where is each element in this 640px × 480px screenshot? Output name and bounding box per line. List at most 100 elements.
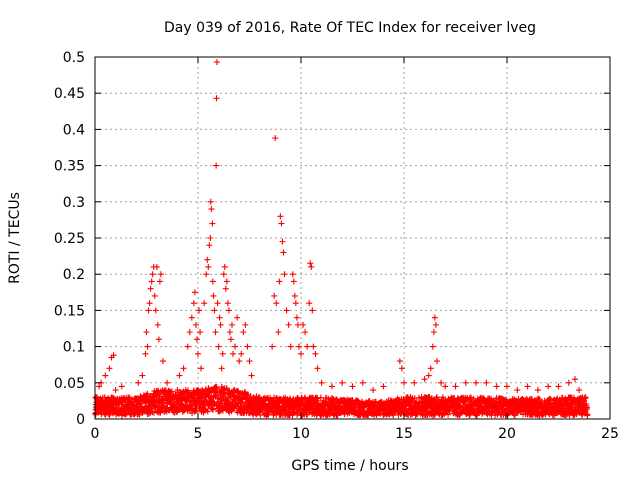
- data-point: [242, 321, 249, 328]
- baseline-point: [257, 412, 264, 419]
- baseline-point: [528, 395, 535, 402]
- data-point: [271, 292, 278, 299]
- data-point: [309, 307, 316, 314]
- data-point: [214, 300, 221, 307]
- y-tick-label: 0: [76, 412, 85, 428]
- data-point: [209, 278, 216, 285]
- data-point: [225, 307, 232, 314]
- x-tick-label: 0: [91, 426, 100, 442]
- data-point: [279, 238, 286, 245]
- data-point: [433, 358, 440, 365]
- baseline-point: [222, 392, 229, 399]
- data-point: [164, 379, 171, 386]
- data-point: [102, 372, 109, 379]
- data-point: [210, 292, 217, 299]
- baseline-point: [148, 405, 155, 412]
- data-point: [359, 379, 366, 386]
- data-point: [504, 383, 510, 390]
- data-point: [197, 329, 204, 336]
- data-point: [555, 383, 562, 390]
- data-point: [213, 59, 220, 66]
- data-point: [318, 379, 325, 386]
- data-point: [209, 220, 216, 227]
- baseline-point: [536, 396, 543, 403]
- data-point: [281, 271, 288, 278]
- data-point: [277, 213, 284, 220]
- y-tick-label: 0.1: [63, 340, 85, 356]
- data-point: [155, 336, 162, 343]
- x-tick-label: 15: [395, 426, 413, 442]
- data-point: [201, 300, 208, 307]
- data-point: [191, 289, 198, 296]
- data-point: [222, 285, 229, 292]
- data-point: [238, 350, 245, 357]
- data-point: [207, 235, 214, 241]
- data-point: [524, 383, 531, 390]
- data-point: [283, 307, 290, 314]
- data-point: [139, 372, 146, 379]
- data-point: [565, 379, 572, 386]
- data-point: [149, 271, 156, 278]
- data-point: [339, 379, 346, 386]
- data-point: [188, 314, 195, 321]
- data-point: [300, 321, 307, 328]
- data-point: [430, 329, 437, 336]
- data-point: [118, 383, 125, 390]
- data-point: [431, 314, 438, 321]
- baseline-point: [239, 408, 246, 415]
- data-point: [425, 372, 432, 379]
- data-point: [152, 307, 159, 314]
- data-point: [176, 372, 183, 379]
- baseline-point: [468, 394, 475, 401]
- data-point: [289, 271, 296, 278]
- baseline-point: [143, 391, 150, 398]
- data-point: [514, 387, 521, 394]
- data-point: [380, 383, 387, 390]
- data-point: [427, 365, 434, 372]
- data-point: [293, 314, 300, 321]
- data-point: [227, 336, 234, 343]
- data-point: [147, 285, 154, 292]
- data-point: [302, 329, 309, 336]
- data-point: [398, 365, 405, 372]
- data-point: [211, 307, 218, 314]
- data-point: [206, 242, 213, 249]
- baseline-point: [583, 404, 590, 411]
- data-point: [314, 365, 321, 372]
- baseline-point: [106, 411, 113, 418]
- data-point: [215, 343, 222, 350]
- data-point: [159, 358, 166, 365]
- data-point: [294, 321, 301, 328]
- data-point: [195, 350, 201, 357]
- data-point: [157, 271, 164, 278]
- data-point: [432, 321, 439, 328]
- data-point: [396, 358, 403, 365]
- data-point: [106, 365, 113, 372]
- y-tick-label: 0.25: [54, 231, 85, 247]
- data-point: [312, 350, 319, 357]
- y-axis-label: ROTI / TECUs: [7, 192, 23, 284]
- data-point: [110, 352, 117, 359]
- data-point: [452, 383, 459, 390]
- plot-frame: [94, 56, 611, 420]
- data-point: [582, 394, 589, 401]
- baseline-point: [204, 408, 211, 415]
- y-tick-label: 0.3: [63, 195, 85, 211]
- baseline-point: [275, 406, 282, 413]
- data-point: [207, 198, 214, 205]
- data-point: [576, 387, 583, 394]
- baseline-point: [253, 411, 260, 418]
- baseline-point: [372, 402, 379, 409]
- data-point: [244, 343, 251, 350]
- data-point: [291, 292, 298, 299]
- data-point: [234, 314, 241, 321]
- y-tick-label: 0.45: [54, 86, 85, 102]
- data-point: [571, 376, 578, 383]
- data-point: [96, 383, 103, 390]
- y-tick-label: 0.2: [63, 267, 85, 283]
- data-point: [216, 314, 223, 321]
- data-point: [304, 343, 311, 350]
- data-point: [190, 300, 197, 307]
- data-point: [295, 343, 302, 350]
- data-point: [442, 383, 449, 390]
